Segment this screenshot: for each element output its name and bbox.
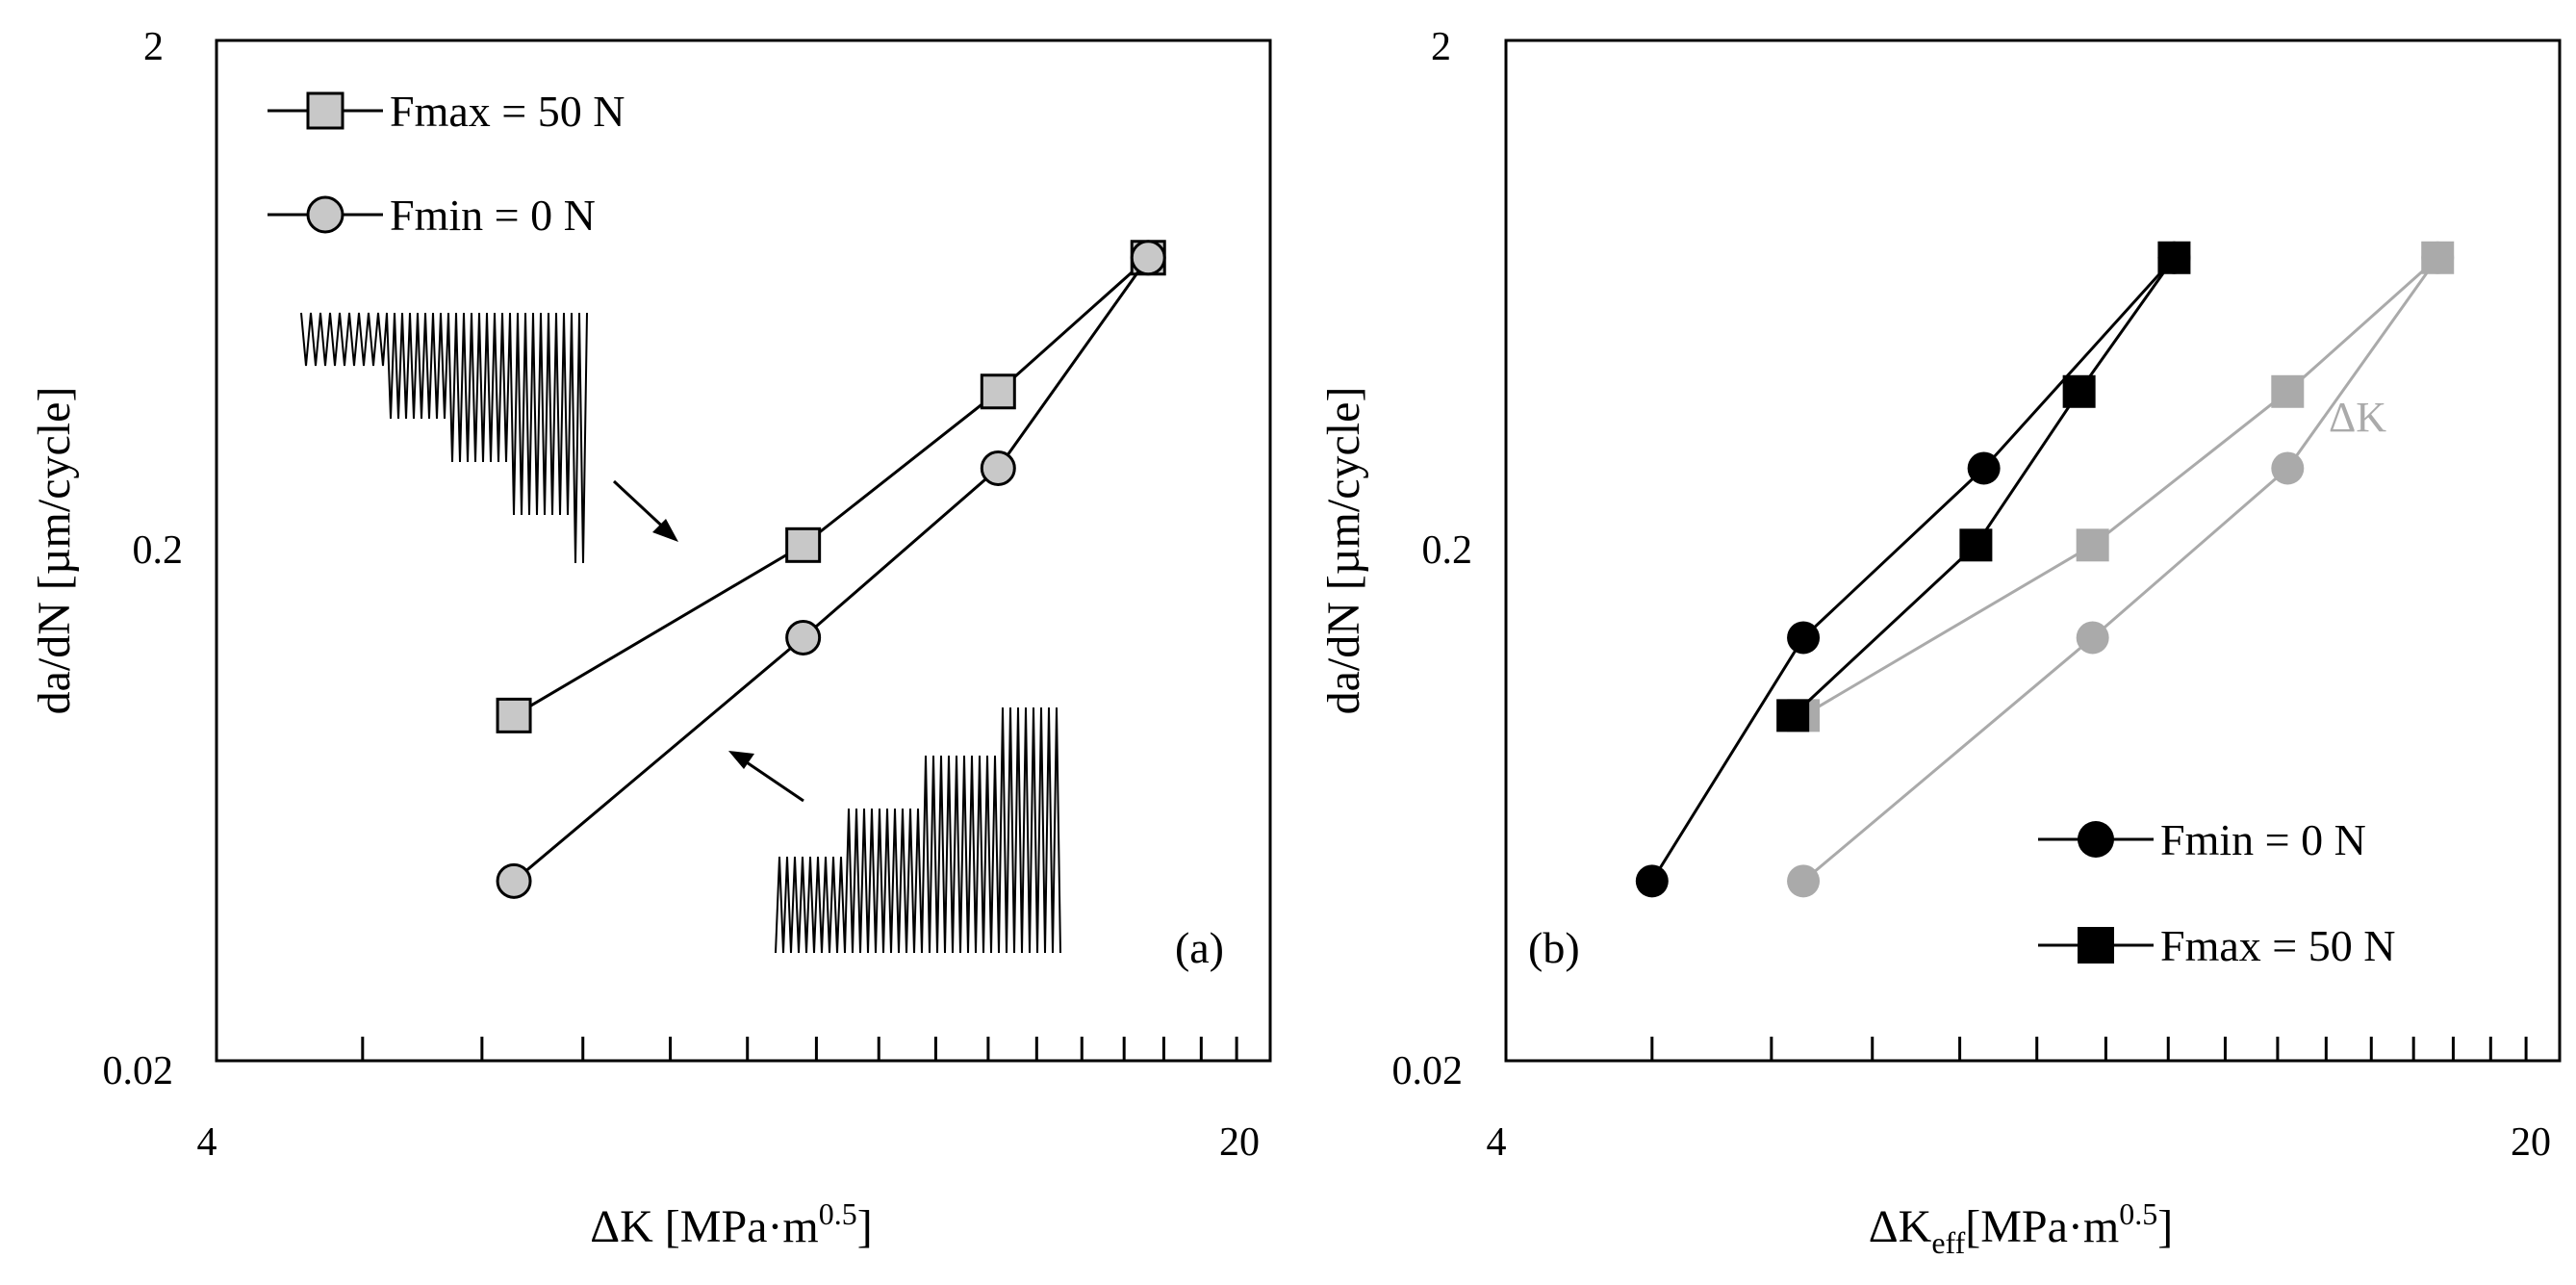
panel-a-series-0-point-0: [496, 697, 532, 733]
panel-a-inset-waveform-fmin: [728, 707, 1061, 954]
panel-b-plot-frame: [1504, 39, 2562, 1063]
panel-b-xlabel-sub: eff: [1931, 1225, 1965, 1260]
panel-b-xlabel-main: ΔK: [1869, 1201, 1932, 1252]
panel-b-ytick-2: 2: [1431, 25, 1451, 69]
panel-b-series-2-point-0: [1635, 864, 1669, 898]
panel-b-xlabel-tail: ]: [2157, 1201, 2173, 1252]
panel-b-series-2-point-1: [1787, 621, 1821, 655]
panel-b-series-3-point-1: [1959, 528, 1993, 562]
panel-b-label: (b): [1528, 923, 1580, 972]
panel-a-series-1: [496, 240, 1166, 899]
panel-b-minor-ticks: [1650, 1037, 2528, 1061]
panel-b-ylabel: da/dN [µm/cycle]: [1318, 387, 1369, 715]
panel-b-xlabel: ΔKeff[MPa·m0.5]: [1869, 1196, 2173, 1260]
panel-b-series-layer: [1635, 241, 2455, 898]
panel-a-ytick-0.2: 0.2: [133, 528, 184, 573]
panel-a-series-0: [496, 240, 1166, 733]
panel-a-series-1-line: [513, 256, 1150, 883]
panel-a-xtick-4: 4: [197, 1120, 217, 1165]
panel-a: 2 0.2 0.02 4 20 da/dN [µm/cycle] ΔK [MPa…: [29, 25, 1272, 1252]
panel-b-series-2-line: [1650, 256, 2176, 883]
panel-a-series-1-point-0: [496, 862, 532, 899]
panel-b-series-0-point-1: [2076, 621, 2109, 655]
panel-a-label: (a): [1175, 923, 1224, 972]
panel-a-ylabel: da/dN [µm/cycle]: [29, 387, 80, 715]
legend-b-fmax-label: Fmax = 50 N: [2160, 921, 2395, 970]
legend-b-circle-icon: [2078, 821, 2114, 858]
panel-a-inset-waveform-fmax: [300, 312, 678, 564]
panel-a-xlabel-main: ΔK [MPa·m: [590, 1201, 819, 1252]
panel-a-plot-frame: [215, 39, 1272, 1063]
panel-a-xlabel: ΔK [MPa·m0.5]: [590, 1196, 873, 1252]
legend-b-square-icon: [2078, 927, 2114, 964]
panel-b-series-1-point-3: [2421, 241, 2455, 274]
panel-b-series-3-point-2: [2062, 374, 2096, 408]
panel-b-series-2-point-2: [1967, 451, 2001, 485]
panel-a-series-1-point-2: [980, 450, 1016, 486]
panel-a-minor-ticks: [361, 1037, 1238, 1061]
panel-b-series-1-point-2: [2271, 374, 2305, 408]
inset-a2-arrow-head: [728, 751, 754, 769]
inset-a1-arrow-shaft: [612, 479, 671, 534]
panel-a-xtick-20: 20: [1219, 1120, 1260, 1165]
panel-b-xlabel-sup: 0.5: [2119, 1196, 2157, 1231]
legend-b-fmin-label: Fmin = 0 N: [2160, 815, 2366, 864]
panel-b-series-0-line: [1802, 256, 2439, 883]
panel-b-delta-k-annotation: ΔK: [2329, 394, 2386, 441]
legend-a-fmax-label: Fmax = 50 N: [390, 87, 625, 136]
panel-a-series-0-point-1: [785, 527, 822, 563]
panel-b-series-1-point-1: [2076, 528, 2109, 562]
panel-b-series-0-point-0: [1787, 864, 1821, 898]
panel-b-series-3: [1776, 241, 2191, 732]
panel-b-series-1: [1787, 241, 2455, 732]
panel-a-series-layer: [496, 240, 1166, 899]
panel-a-series-0-line: [513, 256, 1150, 717]
panel-b-series-0-point-2: [2271, 451, 2305, 485]
panel-b-ytick-0.02: 0.02: [1392, 1049, 1464, 1093]
panel-b-series-3-line: [1792, 256, 2176, 717]
panel-b: 2 0.2 0.02 4 20 da/dN [µm/cycle] ΔKeff[M…: [1318, 25, 2562, 1260]
inset-a2-arrow-shaft: [740, 757, 804, 803]
panel-a-series-1-point-3: [1130, 240, 1166, 276]
panel-b-xtick-20: 20: [2511, 1120, 2551, 1165]
panel-b-xtick-4: 4: [1487, 1120, 1507, 1165]
panel-a-ytick-0.02: 0.02: [103, 1049, 174, 1093]
inset-a1-arrow-head: [652, 519, 678, 542]
panel-b-series-2: [1635, 241, 2191, 898]
panel-a-legend: Fmax = 50 N Fmin = 0 N: [268, 87, 625, 240]
panel-a-ytick-2: 2: [143, 25, 164, 69]
inset-a2-waveform: [775, 707, 1061, 954]
panel-a-xlabel-sup: 0.5: [819, 1196, 857, 1231]
panel-b-series-1-line: [1802, 256, 2439, 717]
panel-a-series-0-point-2: [980, 373, 1016, 410]
panel-b-series-0: [1787, 241, 2455, 898]
legend-a-fmin-label: Fmin = 0 N: [390, 191, 596, 240]
panel-b-series-3-point-0: [1776, 699, 1810, 732]
legend-a-square-icon: [306, 91, 344, 130]
panel-a-series-1-point-1: [785, 619, 822, 655]
legend-a-circle-icon: [306, 195, 344, 234]
panel-b-legend: Fmin = 0 N Fmax = 50 N: [2038, 815, 2395, 970]
panel-b-ytick-0.2: 0.2: [1422, 528, 1473, 573]
inset-a1-waveform: [300, 312, 588, 564]
panel-b-series-3-point-3: [2157, 241, 2191, 274]
panel-a-xlabel-tail: ]: [857, 1201, 873, 1252]
panel-b-xlabel-mid: [MPa·m: [1965, 1201, 2119, 1252]
